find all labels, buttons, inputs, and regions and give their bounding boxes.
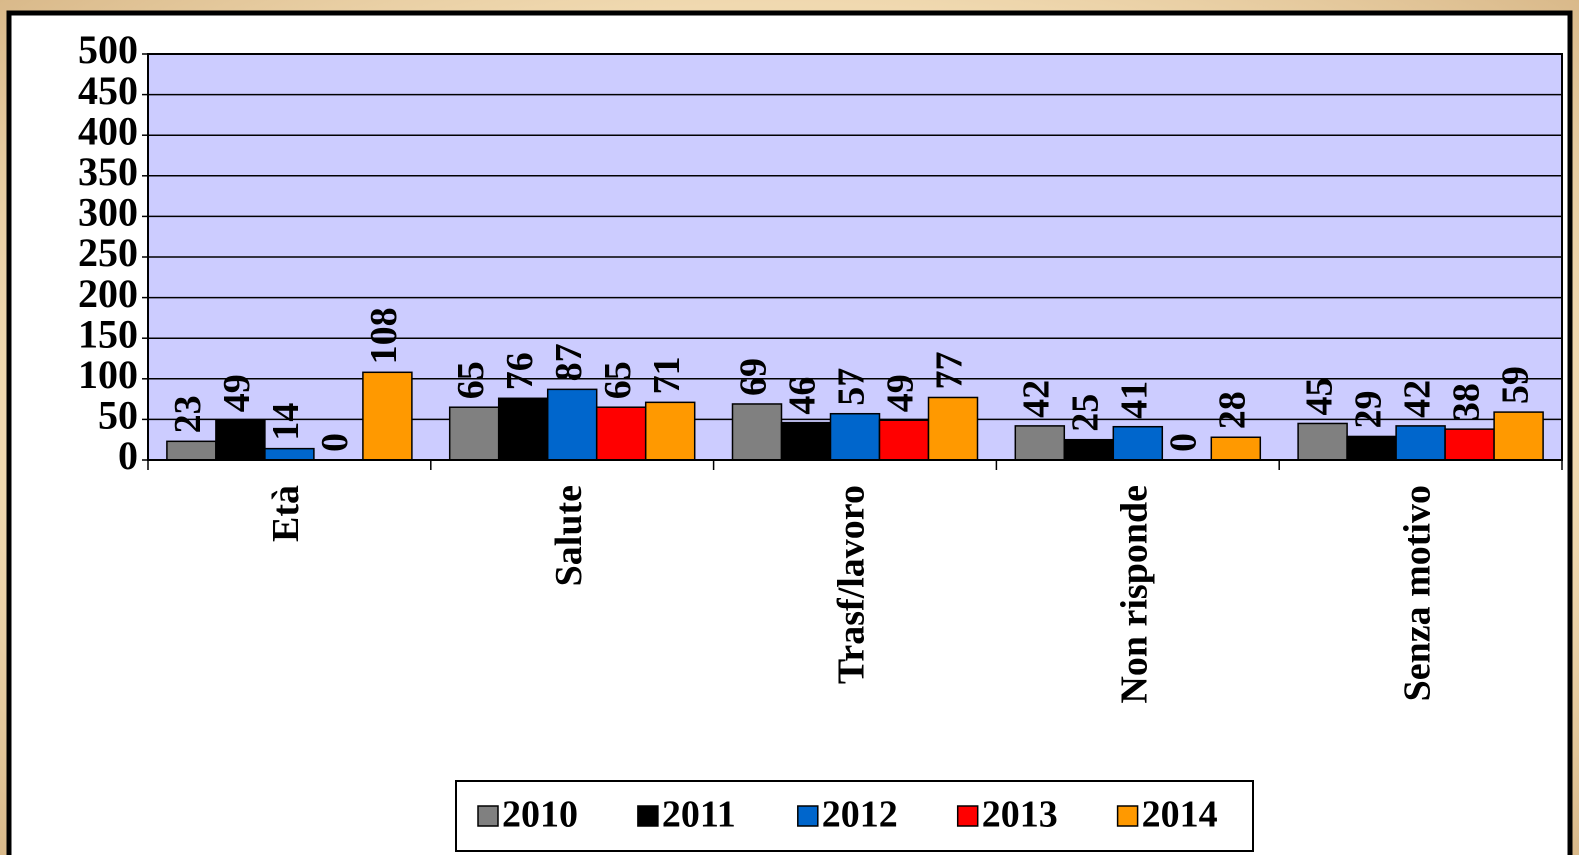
data-label: 49 bbox=[216, 374, 258, 412]
data-label: 49 bbox=[880, 374, 922, 412]
data-label: 41 bbox=[1114, 381, 1156, 419]
data-label: 59 bbox=[1494, 366, 1536, 404]
bar bbox=[1346, 435, 1397, 461]
data-label: 38 bbox=[1445, 383, 1487, 421]
data-label: 87 bbox=[548, 343, 590, 381]
y-tick-label: 400 bbox=[78, 108, 138, 153]
y-tick-label: 0 bbox=[118, 433, 138, 478]
y-tick-label: 350 bbox=[78, 149, 138, 194]
legend-label: 2011 bbox=[662, 794, 736, 836]
bar bbox=[264, 447, 315, 461]
bar bbox=[1112, 425, 1164, 461]
data-label: 42 bbox=[1396, 380, 1438, 418]
bar bbox=[780, 421, 832, 461]
legend-swatch bbox=[637, 805, 659, 827]
bar bbox=[362, 371, 413, 461]
y-tick-label: 150 bbox=[78, 311, 138, 356]
legend-label: 2010 bbox=[502, 794, 578, 836]
bar bbox=[829, 412, 881, 461]
bar bbox=[878, 419, 930, 461]
data-label: 45 bbox=[1298, 377, 1340, 415]
y-tick-label: 500 bbox=[78, 27, 138, 72]
legend-swatch bbox=[797, 805, 819, 827]
bar bbox=[1297, 422, 1348, 461]
data-label: 65 bbox=[597, 361, 639, 399]
x-tick-label: Trasf/lavoro bbox=[831, 485, 873, 684]
x-tick-label: Età bbox=[265, 485, 307, 542]
bar bbox=[1493, 411, 1544, 461]
data-label: 29 bbox=[1347, 390, 1389, 428]
legend-label: 2013 bbox=[982, 794, 1058, 836]
data-label: 42 bbox=[1016, 380, 1058, 418]
y-tick-label: 200 bbox=[78, 271, 138, 316]
x-tick-label: Non risponde bbox=[1114, 485, 1156, 704]
x-tick-label: Salute bbox=[548, 485, 590, 586]
bar bbox=[595, 406, 647, 461]
y-tick-label: 250 bbox=[78, 230, 138, 275]
bar bbox=[1395, 425, 1446, 461]
data-label: 71 bbox=[646, 356, 688, 394]
legend-swatch bbox=[1116, 805, 1139, 827]
bar bbox=[1014, 425, 1066, 461]
data-label: 69 bbox=[733, 358, 775, 396]
bar bbox=[1444, 428, 1495, 461]
bar bbox=[448, 406, 500, 461]
data-label: 108 bbox=[363, 307, 405, 364]
data-label: 14 bbox=[265, 403, 307, 441]
data-label: 28 bbox=[1212, 391, 1254, 429]
data-label: 0 bbox=[314, 433, 356, 452]
data-label: 57 bbox=[831, 368, 873, 406]
bar bbox=[215, 419, 266, 461]
legend-label: 2012 bbox=[822, 794, 898, 836]
bar bbox=[927, 396, 979, 461]
bar bbox=[1210, 436, 1262, 461]
bar bbox=[644, 401, 696, 461]
data-label: 77 bbox=[929, 351, 971, 389]
y-tick-label: 450 bbox=[78, 68, 138, 113]
legend-label: 2014 bbox=[1142, 794, 1218, 836]
y-tick-label: 100 bbox=[78, 352, 138, 397]
y-tick-label: 50 bbox=[98, 393, 138, 438]
y-tick-label: 300 bbox=[78, 190, 138, 235]
data-label: 46 bbox=[782, 377, 824, 415]
legend-swatch bbox=[477, 805, 499, 827]
data-label: 23 bbox=[167, 395, 209, 433]
legend-swatch bbox=[956, 805, 979, 827]
bar bbox=[731, 403, 783, 461]
data-label: 25 bbox=[1065, 394, 1107, 432]
data-label: 0 bbox=[1163, 433, 1205, 452]
bar bbox=[546, 388, 598, 461]
data-label: 65 bbox=[450, 361, 492, 399]
data-label: 76 bbox=[499, 352, 541, 390]
bar bbox=[497, 397, 549, 461]
bar bbox=[166, 440, 217, 461]
x-tick-label: Senza motivo bbox=[1396, 485, 1438, 701]
bar bbox=[1063, 438, 1115, 461]
